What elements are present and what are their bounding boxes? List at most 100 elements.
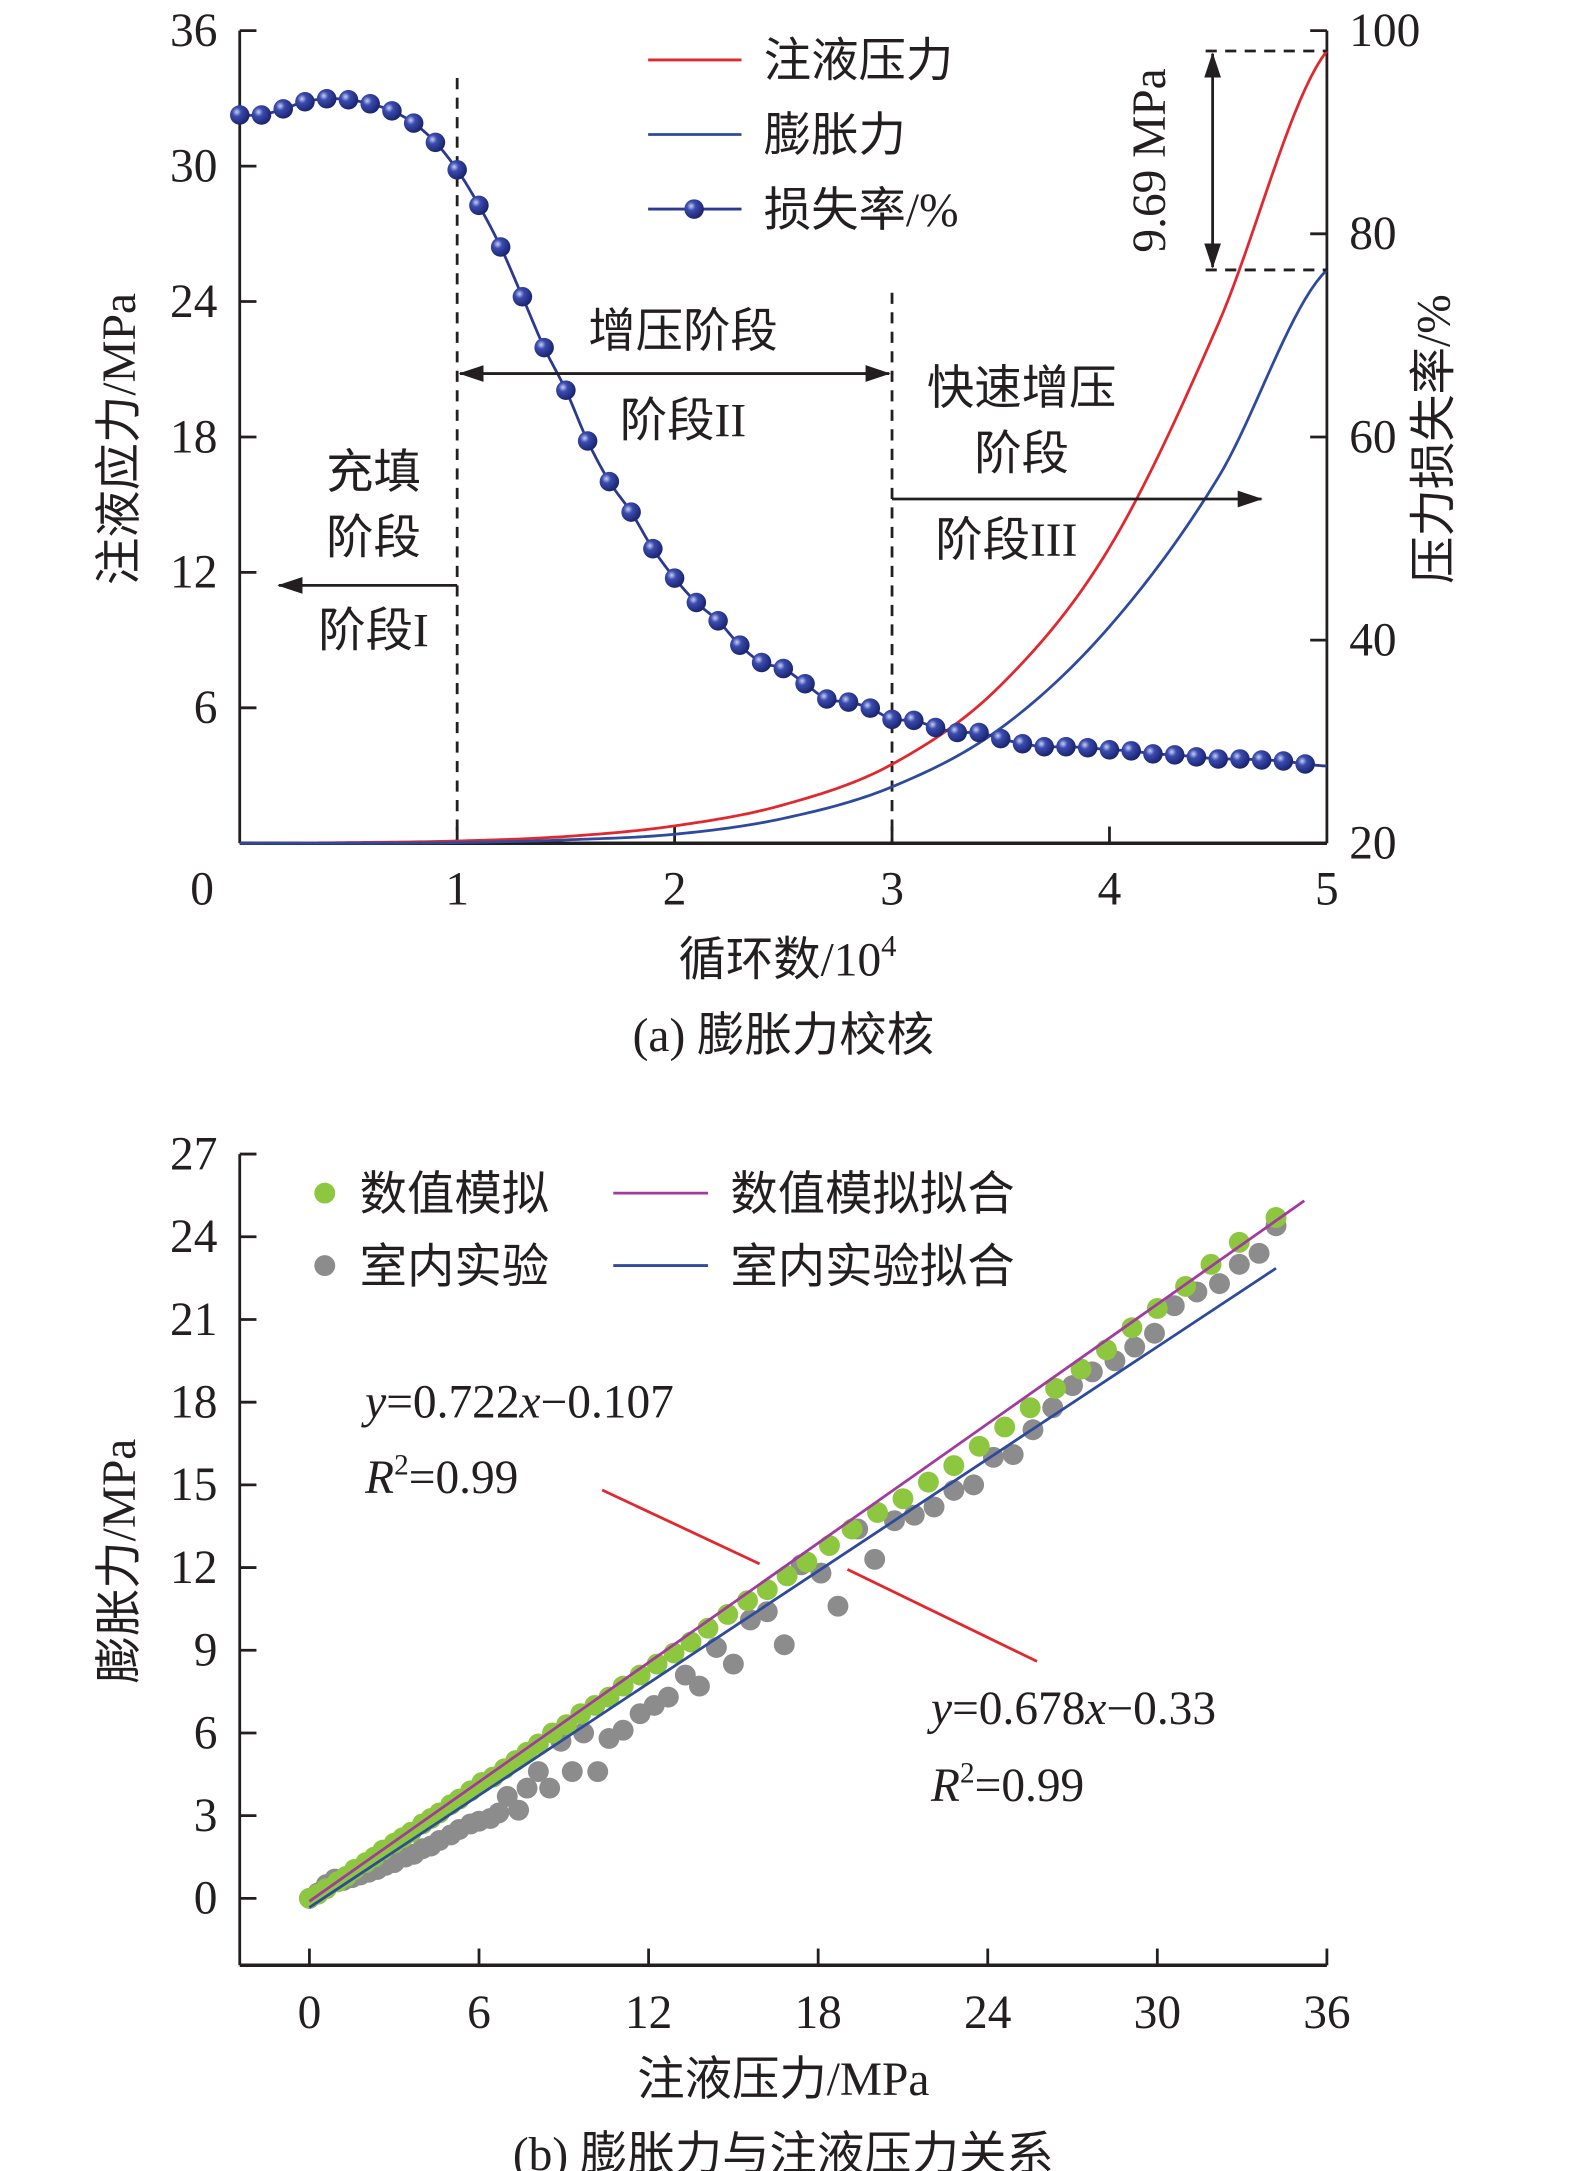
x-tick-label: 1: [445, 864, 469, 916]
legend-label: 膨胀力: [764, 110, 906, 162]
simulation-point: [994, 1416, 1016, 1438]
equation-intercept: −0.33: [1106, 1683, 1216, 1735]
loss-rate-marker: [556, 380, 576, 400]
r-squared-R: R: [364, 1452, 394, 1504]
y-tick-label: 12: [170, 1542, 217, 1594]
caption: (a) 膨胀力校核: [633, 1010, 934, 1062]
loss-rate-marker: [1186, 747, 1207, 767]
caption: (b) 膨胀力与注液压力关系: [513, 2129, 1054, 2171]
y-left-tick-label: 36: [170, 5, 217, 57]
loss-rate-marker: [251, 105, 272, 125]
simulation-point: [867, 1501, 888, 1523]
r-squared-R: R: [930, 1760, 960, 1812]
stage2-title: 增压阶段: [588, 306, 778, 358]
loss-rate-marker: [1034, 737, 1054, 757]
experiment-point: [539, 1777, 561, 1799]
simulation-point: [1228, 1231, 1250, 1253]
r-squared-sup: 2: [394, 1450, 409, 1482]
x-tick-label: 0: [298, 1987, 322, 2039]
x-axis-label: 注液压力/MPa: [637, 2054, 929, 2106]
equation-coef: =0.722: [386, 1377, 519, 1429]
experiment-point: [756, 1601, 778, 1623]
experiment-point: [1163, 1295, 1185, 1317]
stage1-title-line1: 充填: [326, 447, 421, 499]
x-tick-label: 18: [794, 1987, 841, 2039]
equation-intercept: −0.107: [541, 1377, 674, 1429]
loss-rate-marker: [1273, 751, 1294, 771]
loss-rate-marker: [447, 160, 467, 180]
experiment-point: [587, 1761, 609, 1783]
loss-rate-marker: [1121, 741, 1141, 761]
x-tick-label: 6: [467, 1987, 491, 2039]
simulation-point: [629, 1664, 651, 1686]
fit-r-squared: R2=0.99: [364, 1450, 518, 1504]
simulation-point: [943, 1455, 965, 1477]
loss-rate-marker: [643, 538, 663, 559]
loss-rate-marker: [882, 709, 902, 730]
x-axis-label: 循环数/104: [679, 929, 897, 987]
experiment-point: [496, 1785, 518, 1807]
loss-rate-marker: [773, 658, 794, 679]
stage1-label: 阶段I: [318, 606, 429, 658]
stage3-label: 阶段III: [935, 515, 1077, 567]
experiment-point: [963, 1474, 985, 1496]
experiment-point: [923, 1496, 945, 1518]
loss-rate-marker: [490, 237, 511, 257]
equation-leader-line: [601, 1488, 761, 1566]
x-tick-label: 2: [663, 864, 687, 916]
experiment-point: [674, 1664, 696, 1686]
x-tick-label: 12: [625, 1987, 672, 2039]
experiment-point: [573, 1722, 595, 1744]
loss-rate-marker: [947, 722, 968, 743]
experiment-point: [864, 1548, 886, 1570]
loss-rate-marker: [1251, 750, 1272, 770]
loss-rate-marker: [382, 101, 402, 121]
loss-rate-marker: [621, 502, 641, 522]
x-axis-label-superscript: 4: [881, 929, 896, 963]
legend-swatch-marker: [314, 1255, 336, 1277]
loss-rate-marker: [925, 717, 946, 738]
legend-label: 室内实验拟合: [730, 1240, 1014, 1293]
loss-rate-marker: [403, 113, 424, 133]
simulation-point: [556, 1714, 578, 1736]
fit-equation: y=0.678x−0.33: [927, 1683, 1216, 1735]
y-tick-label: 21: [170, 1294, 217, 1346]
experiment-point: [739, 1609, 761, 1631]
experiment-point: [488, 1802, 510, 1824]
loss-rate-marker: [795, 674, 815, 694]
loss-rate-marker: [730, 635, 750, 655]
loss-rate-marker: [751, 652, 772, 673]
y-tick-label: 0: [194, 1873, 218, 1925]
experiment-point: [827, 1595, 849, 1617]
loss-rate-marker: [1077, 738, 1098, 758]
y-right-tick-label: 100: [1349, 5, 1420, 57]
legend-label: 注液压力: [764, 36, 954, 88]
loss-rate-marker: [1143, 744, 1163, 764]
loss-rate-marker: [1164, 745, 1185, 765]
loss-rate-marker: [860, 698, 881, 718]
experiment-point: [1124, 1336, 1146, 1358]
simulation-point: [1045, 1377, 1067, 1399]
stage3-title-line1: 快速增压: [927, 363, 1117, 415]
y-left-axis-label: 注液应力/MPa: [94, 293, 146, 585]
equation-coef: =0.678: [952, 1683, 1085, 1735]
simulation-point: [776, 1565, 798, 1587]
x-tick-label: 36: [1303, 1987, 1350, 2039]
y-tick-label: 6: [194, 1707, 218, 1759]
simulation-point: [841, 1518, 863, 1540]
experiment-point: [561, 1761, 583, 1783]
x-tick-label: 5: [1315, 864, 1339, 916]
experiment-point: [1144, 1322, 1165, 1344]
y-right-tick-label: 40: [1349, 614, 1396, 666]
loss-rate-marker: [295, 92, 315, 112]
simulation-point: [796, 1551, 818, 1573]
experiment-point: [1248, 1242, 1270, 1264]
simulation-point: [527, 1733, 549, 1755]
loss-rate-marker: [338, 89, 359, 110]
loss-rate-marker: [708, 611, 728, 631]
loss-rate-marker: [990, 728, 1011, 749]
loss-rate-marker: [1208, 749, 1228, 769]
